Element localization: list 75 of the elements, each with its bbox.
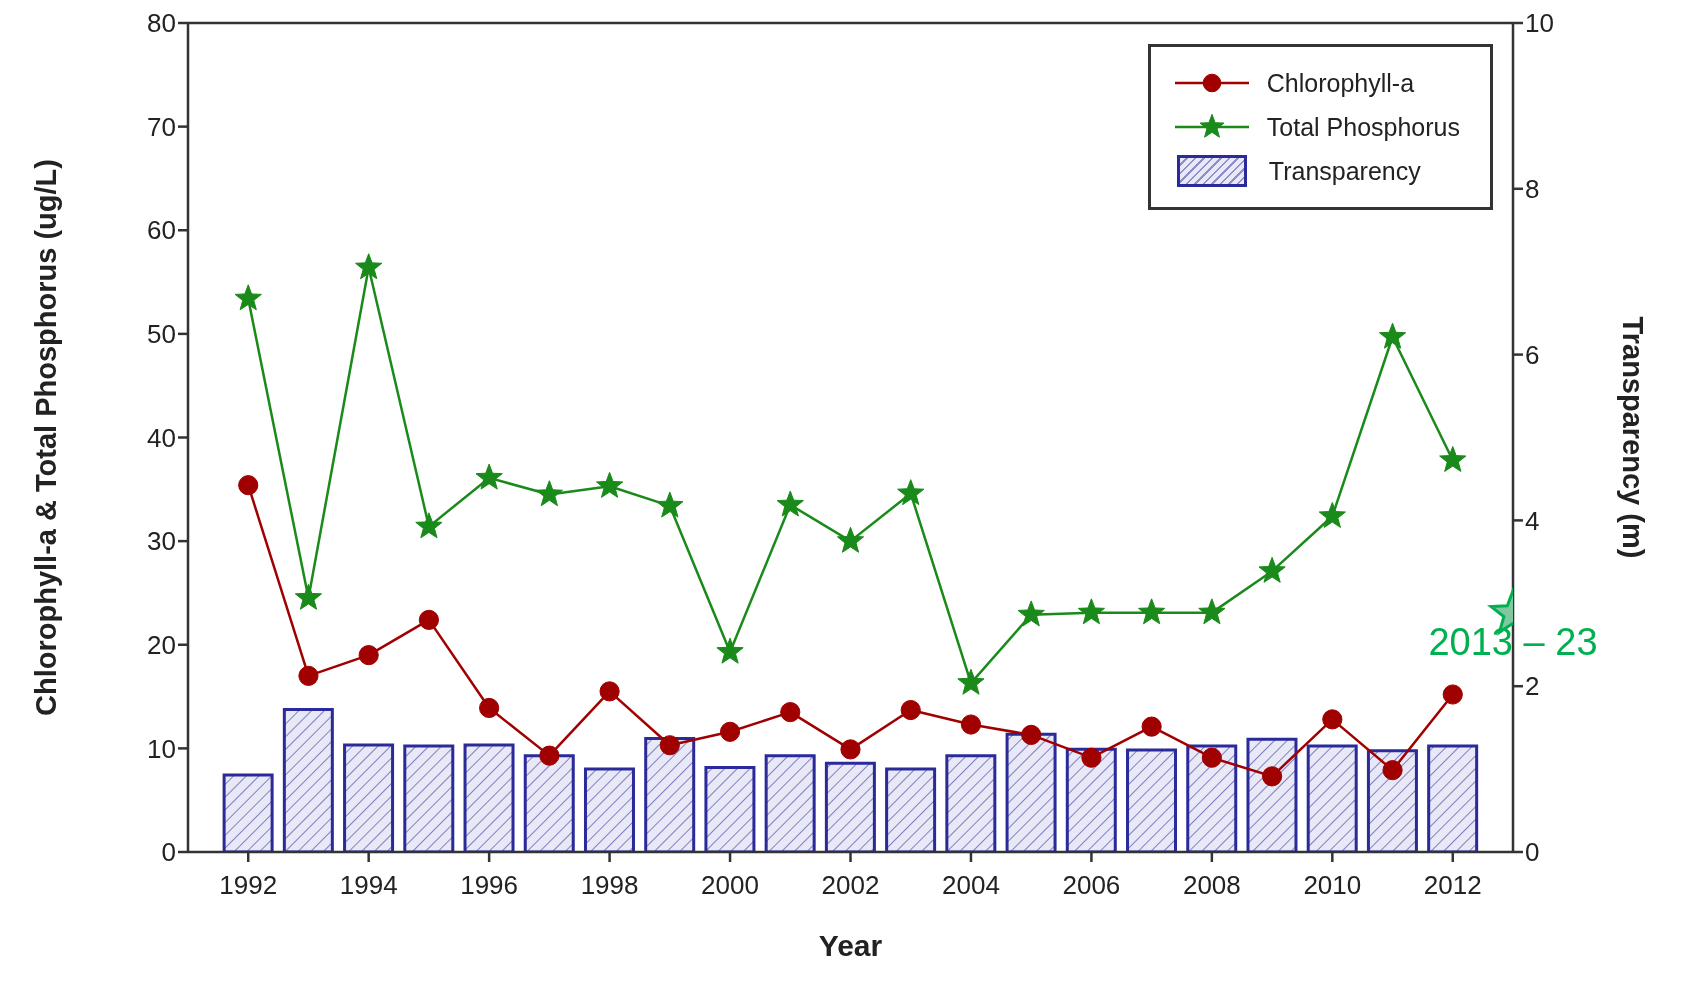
- y-tick-label: 10: [147, 733, 176, 764]
- point: [1138, 598, 1166, 625]
- point: [355, 253, 383, 280]
- point: [539, 745, 560, 766]
- x-tick-label: 1996: [460, 870, 519, 901]
- point: [595, 471, 624, 498]
- x-tick-label: 1994: [339, 870, 398, 901]
- point: [1201, 747, 1222, 768]
- point: [475, 463, 503, 490]
- y2-tick-label: 6: [1525, 339, 1540, 370]
- point: [479, 697, 500, 719]
- point: [1322, 709, 1343, 730]
- point: [840, 739, 861, 760]
- y-tick-label: 30: [147, 526, 176, 557]
- point: [1261, 766, 1283, 787]
- y-tick-label: 70: [147, 111, 176, 142]
- point: [656, 491, 684, 518]
- y-tick-label: 80: [147, 8, 176, 39]
- point: [358, 645, 379, 666]
- y-tick-label: 0: [161, 837, 176, 868]
- x-tick-label: 2012: [1423, 870, 1482, 901]
- x-tick-label: 2002: [821, 870, 880, 901]
- point: [599, 681, 620, 702]
- point: [780, 702, 801, 723]
- x-axis-title: Year: [818, 929, 883, 962]
- point: [719, 721, 741, 742]
- legend-label: Total Phosphorus: [1266, 112, 1460, 142]
- point: [897, 479, 925, 506]
- point: [298, 665, 319, 686]
- point: [1017, 600, 1045, 627]
- point: [234, 284, 262, 311]
- y2-tick-label: 10: [1525, 8, 1554, 39]
- x-tick-label: 2006: [1062, 870, 1121, 901]
- point: [659, 735, 680, 756]
- point: [418, 609, 440, 630]
- x-tick-label: 2000: [701, 870, 759, 901]
- point: [1442, 684, 1463, 705]
- point: [1081, 747, 1102, 768]
- legend-label: Transparency: [1268, 156, 1421, 186]
- point: [776, 490, 804, 517]
- point: [1198, 598, 1226, 625]
- point: [238, 475, 259, 496]
- y2-tick-label: 8: [1525, 174, 1540, 205]
- point: [1382, 760, 1403, 781]
- y-tick-label: 60: [147, 215, 176, 246]
- point: [1378, 322, 1407, 349]
- annotation: 2013 – 23: [1428, 620, 1598, 663]
- x-tick-label: 1998: [580, 870, 639, 901]
- point: [1318, 501, 1346, 528]
- y-tick-label: 20: [147, 629, 176, 660]
- point: [836, 526, 865, 553]
- point: [1077, 598, 1106, 625]
- y2-tick-label: 0: [1525, 837, 1540, 868]
- x-tick-label: 1992: [219, 870, 278, 901]
- x-tick-label: 2004: [942, 870, 1000, 901]
- y2-tick-label: 2: [1525, 671, 1540, 702]
- point: [1439, 446, 1467, 472]
- y2-tick-label: 4: [1525, 505, 1540, 536]
- point: [1258, 556, 1286, 583]
- legend-label: Chlorophyll-a: [1266, 68, 1415, 98]
- y2-axis-title: Transparency (m): [1616, 316, 1649, 559]
- y-tick-label: 50: [147, 319, 176, 350]
- point: [957, 668, 985, 695]
- x-tick-label: 2008: [1182, 870, 1241, 901]
- point: [535, 480, 563, 507]
- point: [415, 512, 443, 539]
- y-axis-title: Chlorophyll-a & Total Phosphorus (ug/L): [30, 159, 63, 716]
- y-tick-label: 40: [147, 422, 176, 453]
- point: [900, 699, 921, 721]
- point: [294, 583, 323, 610]
- point: [1141, 716, 1162, 737]
- x-tick-label: 2010: [1303, 870, 1362, 901]
- point: [716, 637, 744, 664]
- point: [1021, 724, 1042, 745]
- point: [960, 714, 982, 735]
